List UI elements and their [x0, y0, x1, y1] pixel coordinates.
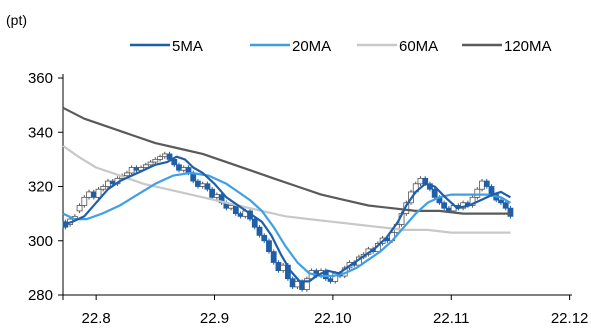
- x-tick-label: 22.8: [82, 310, 111, 327]
- y-tick-label: 320: [28, 179, 53, 196]
- candle-down: [166, 153, 173, 160]
- candle-up: [147, 161, 154, 166]
- candle-down: [441, 202, 448, 209]
- candle-down: [133, 167, 140, 171]
- candle-down: [176, 164, 182, 171]
- series-line-60ma: [62, 144, 511, 234]
- candle-up: [303, 278, 310, 290]
- candle-down: [289, 278, 296, 288]
- candle-down: [204, 183, 211, 190]
- y-tick-label: 280: [28, 287, 53, 304]
- candle-down: [498, 199, 504, 204]
- candle-down: [270, 251, 277, 263]
- candle-down: [90, 191, 97, 198]
- candle-down: [261, 234, 268, 242]
- candle-down: [256, 226, 263, 236]
- candle-down: [445, 207, 452, 212]
- legend-label-60ma: 60MA: [399, 38, 438, 55]
- candle-up: [213, 194, 220, 198]
- candle-up: [479, 180, 485, 190]
- candle-down: [327, 278, 334, 282]
- candle-down: [109, 180, 116, 185]
- candle-up: [180, 167, 187, 171]
- x-tick-label: 22.11: [433, 310, 469, 327]
- series-line-120ma: [62, 106, 511, 215]
- series-line-5ma: [62, 155, 511, 283]
- x-tick-label: 22.9: [200, 310, 229, 327]
- candle-up: [128, 167, 135, 174]
- candle-down: [171, 158, 178, 166]
- candle-down: [275, 262, 282, 271]
- candle-down: [237, 213, 244, 217]
- candles: [62, 151, 514, 292]
- candle-up: [228, 205, 234, 209]
- legend-label-20ma: 20MA: [292, 38, 331, 55]
- candle-down: [502, 202, 509, 209]
- candle-up: [95, 188, 102, 198]
- candle-up: [469, 196, 476, 206]
- candle-up: [86, 191, 92, 198]
- candle-up: [152, 158, 159, 163]
- candle-up: [280, 264, 287, 271]
- candle-up: [100, 186, 107, 190]
- legend: 5MA 20MA 60MA 120MA: [130, 38, 552, 55]
- candle-down: [232, 205, 239, 215]
- candle-up: [199, 183, 206, 187]
- candle-down: [483, 180, 490, 187]
- candle-up: [142, 164, 149, 168]
- candle-up: [161, 153, 168, 158]
- candle-up: [417, 177, 424, 185]
- y-tick-label: 340: [28, 124, 53, 141]
- x-tick-label: 22.12: [551, 310, 589, 327]
- candle-down: [299, 281, 306, 290]
- candle-up: [124, 172, 130, 177]
- candle-down: [209, 188, 216, 198]
- legend-label-5ma: 5MA: [172, 38, 203, 55]
- y-tick-label: 360: [28, 70, 53, 87]
- candle-down: [251, 218, 258, 228]
- axes: 280 300 320 340 360 22.8 22.9 22.10 22.11 22.12: [28, 70, 588, 327]
- candle-down: [266, 240, 272, 252]
- candle-up: [105, 180, 111, 187]
- candle-down: [507, 207, 514, 217]
- series-line-20ma: [62, 171, 511, 278]
- candle-up: [76, 205, 83, 212]
- candle-up: [81, 196, 88, 206]
- candle-up: [157, 156, 163, 160]
- legend-label-120ma: 120MA: [504, 38, 552, 55]
- y-tick-label: 300: [28, 233, 53, 250]
- ma-lines: [62, 106, 511, 283]
- x-tick-label: 22.10: [314, 310, 352, 327]
- candle-up: [474, 188, 481, 198]
- candle-down: [431, 188, 438, 198]
- unit-label: (pt): [6, 12, 27, 28]
- candle-down: [195, 180, 201, 187]
